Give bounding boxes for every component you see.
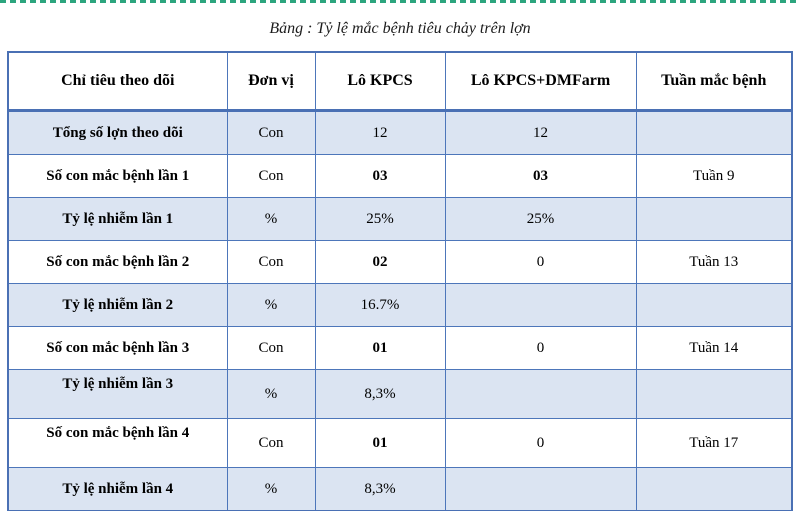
cell-kpcs: 8,3% [314, 467, 446, 511]
table-row: Tỷ lệ nhiễm lần 1% 25% 25% [7, 197, 793, 241]
cell-indicator: Tỷ lệ nhiễm lần 3 [7, 369, 228, 419]
cell-unit: Con [226, 110, 316, 155]
table-row: Số con mắc bệnh lần 3 Con 01 0 Tuần 14 [7, 326, 793, 370]
cell-unit: % [226, 197, 316, 241]
col-header-kpcs-dmfarm: Lô KPCS+DMFarm [444, 51, 637, 112]
cell-kpcs-dmfarm: 03 [444, 154, 637, 198]
cell-kpcs-dmfarm: 12 [444, 110, 637, 155]
table-body: Tổng số lợn theo dõi Con 12 12 Số con mắc bệ… [7, 110, 793, 511]
cell-kpcs-dmfarm: 0 [444, 326, 637, 370]
cell-kpcs: 03 [314, 154, 446, 198]
cell-week: Tuần 17 [635, 418, 793, 468]
cell-indicator: Tổng số lợn theo dõi [7, 110, 228, 155]
cell-week [635, 110, 793, 155]
cell-indicator: Số con mắc bệnh lần 4 [7, 418, 228, 468]
col-header-week: Tuần mắc bệnh [635, 51, 793, 112]
table-row: Tỷ lệ nhiễm lần 3% 8,3% [7, 369, 793, 419]
cell-unit: % [226, 283, 316, 327]
disease-rate-table: Chỉ tiêu theo dõi Đơn vị Lô KPCS Lô KPCS… [7, 51, 793, 511]
cell-indicator: Số con mắc bệnh lần 3 [7, 326, 228, 370]
table-row: Số con mắc bệnh lần 1 Con 03 03 Tuần 9 [7, 154, 793, 198]
cell-kpcs-dmfarm [444, 283, 637, 327]
table-row: Tỷ lệ nhiễm lần 2% 16.7% [7, 283, 793, 327]
col-header-unit: Đơn vị [226, 51, 316, 112]
cell-week: Tuần 14 [635, 326, 793, 370]
col-header-kpcs: Lô KPCS [314, 51, 446, 112]
table-row: Tỷ lệ nhiễm lần 4% 8,3% [7, 467, 793, 511]
cell-indicator: Số con mắc bệnh lần 2 [7, 240, 228, 284]
cell-indicator: Tỷ lệ nhiễm lần 2 [7, 283, 228, 327]
cell-unit: Con [226, 154, 316, 198]
table-row: Số con mắc bệnh lần 2 Con 02 0 Tuần 13 [7, 240, 793, 284]
cell-unit: Con [226, 326, 316, 370]
cell-indicator: Tỷ lệ nhiễm lần 1 [7, 197, 228, 241]
cell-week [635, 369, 793, 419]
cell-kpcs: 8,3% [314, 369, 446, 419]
cell-kpcs-dmfarm: 25% [444, 197, 637, 241]
cell-indicator: Tỷ lệ nhiễm lần 4 [7, 467, 228, 511]
cell-indicator: Số con mắc bệnh lần 1 [7, 154, 228, 198]
cell-week [635, 197, 793, 241]
cell-unit: % [226, 369, 316, 419]
page-break-dashed-line [0, 0, 800, 3]
table-caption: Bảng : Tỷ lệ mắc bệnh tiêu chảy trên lợn [269, 20, 531, 37]
cell-kpcs: 02 [314, 240, 446, 284]
cell-kpcs: 25% [314, 197, 446, 241]
header-row: Chỉ tiêu theo dõi Đơn vị Lô KPCS Lô KPCS… [7, 51, 793, 112]
cell-kpcs-dmfarm [444, 369, 637, 419]
cell-kpcs: 16.7% [314, 283, 446, 327]
table-row: Tổng số lợn theo dõi Con 12 12 [7, 110, 793, 155]
cell-unit: Con [226, 240, 316, 284]
cell-unit: Con [226, 418, 316, 468]
cell-kpcs: 12 [314, 110, 446, 155]
col-header-indicator: Chỉ tiêu theo dõi [7, 51, 228, 112]
cell-week [635, 283, 793, 327]
table-row: Số con mắc bệnh lần 4 Con 01 0 Tuần 17 [7, 418, 793, 468]
cell-kpcs-dmfarm: 0 [444, 418, 637, 468]
cell-kpcs: 01 [314, 418, 446, 468]
cell-week [635, 467, 793, 511]
cell-kpcs-dmfarm [444, 467, 637, 511]
cell-kpcs: 01 [314, 326, 446, 370]
cell-unit: % [226, 467, 316, 511]
cell-week: Tuần 13 [635, 240, 793, 284]
cell-kpcs-dmfarm: 0 [444, 240, 637, 284]
cell-week: Tuần 9 [635, 154, 793, 198]
